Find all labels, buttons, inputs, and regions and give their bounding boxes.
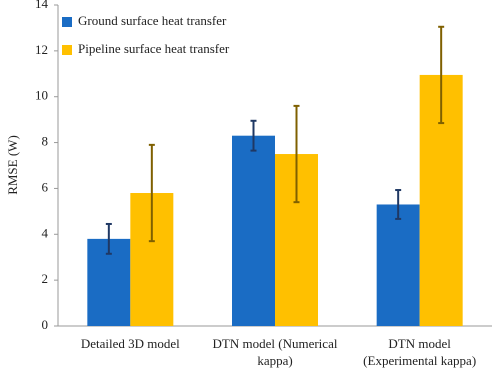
y-tick-label: 2 bbox=[42, 271, 49, 286]
x-tick-label: kappa) bbox=[257, 353, 292, 368]
x-tick-label: Detailed 3D model bbox=[81, 336, 180, 351]
y-axis-label: RMSE (W) bbox=[5, 135, 20, 195]
y-tick-label: 10 bbox=[35, 88, 48, 103]
y-tick-label: 12 bbox=[35, 42, 48, 57]
x-tick-label: (Experimental kappa) bbox=[363, 353, 476, 368]
x-tick-label: DTN model bbox=[388, 336, 451, 351]
y-tick-label: 6 bbox=[42, 179, 49, 194]
bar bbox=[232, 135, 275, 326]
y-tick-label: 14 bbox=[35, 0, 49, 11]
legend-label: Ground surface heat transfer bbox=[78, 13, 227, 28]
y-tick-label: 4 bbox=[42, 225, 49, 240]
legend-label: Pipeline surface heat transfer bbox=[78, 41, 230, 56]
y-tick-label: 0 bbox=[42, 317, 49, 332]
legend-swatch bbox=[62, 17, 72, 27]
x-tick-label: DTN model (Numerical bbox=[213, 336, 338, 351]
bar bbox=[376, 204, 420, 326]
y-tick-label: 8 bbox=[42, 134, 49, 149]
legend-swatch bbox=[62, 45, 72, 55]
